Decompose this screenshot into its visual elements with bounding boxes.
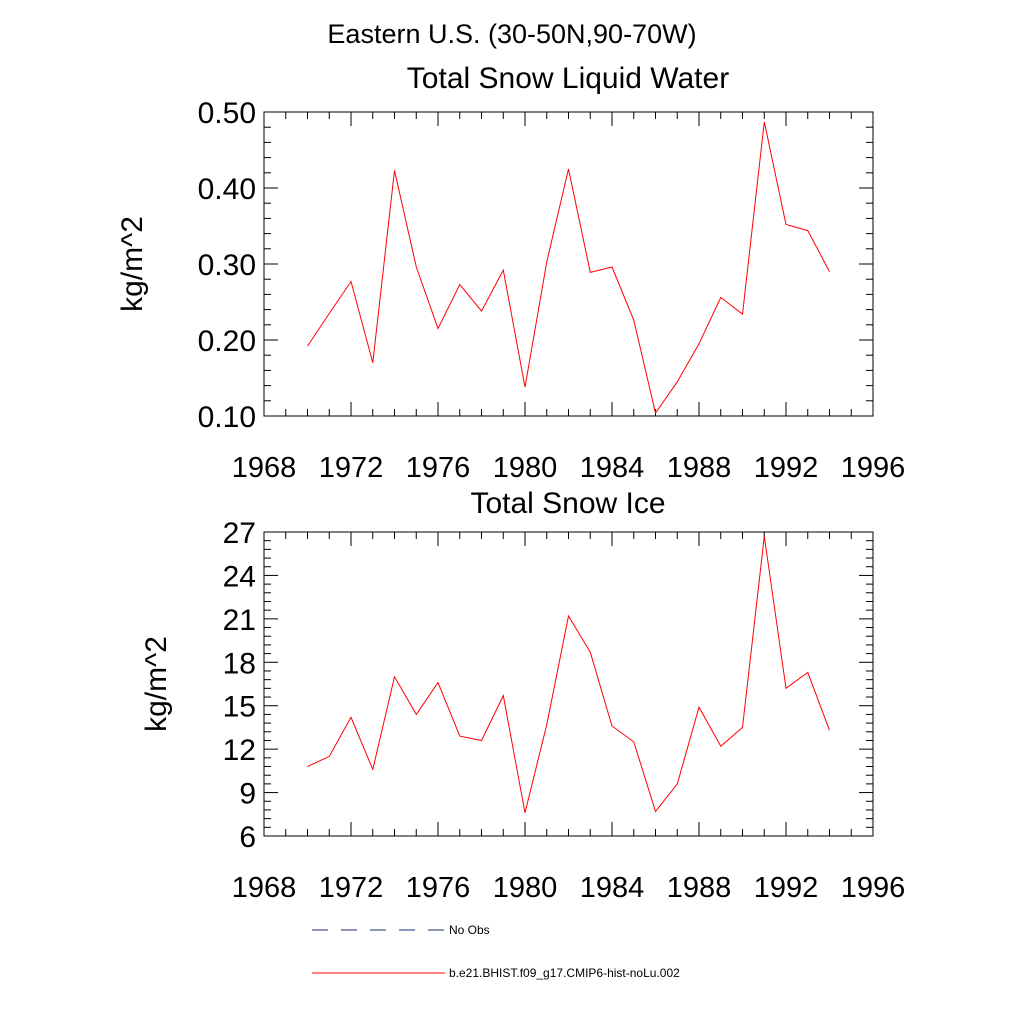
data-point — [328, 312, 331, 315]
data-point — [371, 768, 374, 771]
legend-label-model-run: b.e21.BHIST.f09_g17.CMIP6-hist-noLu.002 — [449, 966, 680, 980]
panel-snow-liquid-water: Total Snow Liquid Water kg/m^2 1968 1972 1… — [116, 62, 905, 484]
data-point — [828, 270, 831, 273]
data-point — [437, 327, 440, 330]
y-tick-label: 27 — [223, 517, 256, 550]
data-point — [393, 675, 396, 678]
data-point — [654, 810, 657, 813]
data-point — [350, 280, 353, 283]
data-point — [567, 168, 570, 171]
plot-frame — [263, 111, 874, 417]
data-point — [785, 687, 788, 690]
data-point — [480, 739, 483, 742]
x-tick-label: 1988 — [667, 872, 732, 904]
data-point — [437, 681, 440, 684]
panel-title: Total Snow Ice — [470, 487, 665, 520]
x-tick-label: 1996 — [841, 872, 906, 904]
y-tick-label: 12 — [223, 734, 256, 767]
data-point — [611, 266, 614, 269]
data-point — [393, 169, 396, 172]
y-tick-label: 0.50 — [198, 97, 256, 130]
y-tick-label: 18 — [223, 647, 256, 680]
legend-label-no-obs: No Obs — [449, 923, 490, 937]
data-point — [328, 755, 331, 758]
data-point — [415, 266, 418, 269]
y-axis-label: kg/m^2 — [116, 216, 149, 312]
panel-title: Total Snow Liquid Water — [407, 62, 729, 95]
x-tick-label: 1984 — [580, 452, 645, 484]
x-tick-label: 1996 — [841, 452, 906, 484]
data-point — [545, 260, 548, 263]
x-tick-label: 1992 — [754, 872, 819, 904]
y-tick-label: 15 — [223, 691, 256, 724]
data-point — [741, 726, 744, 729]
data-point — [502, 694, 505, 697]
data-point — [719, 296, 722, 299]
y-tick-label: 24 — [223, 560, 256, 593]
figure-suptitle: Eastern U.S. (30-50N,90-70W) — [327, 19, 696, 49]
legend: No Obs b.e21.BHIST.f09_g17.CMIP6-hist-no… — [312, 923, 680, 980]
data-point — [524, 386, 527, 389]
data-point — [371, 361, 374, 364]
data-point — [632, 740, 635, 743]
x-tick-label: 1968 — [232, 452, 297, 484]
data-point — [350, 716, 353, 719]
plot-frame — [263, 531, 874, 837]
x-tick-label: 1992 — [754, 452, 819, 484]
data-point — [698, 706, 701, 709]
data-point — [480, 310, 483, 313]
x-tick-label: 1976 — [406, 452, 471, 484]
data-point — [589, 271, 592, 274]
x-tick-label: 1972 — [319, 452, 384, 484]
y-tick-label: 0.30 — [198, 249, 256, 282]
data-point — [458, 283, 461, 286]
data-point — [806, 229, 809, 232]
x-tick-label: 1984 — [580, 872, 645, 904]
data-point — [654, 412, 657, 415]
x-tick-label: 1968 — [232, 872, 297, 904]
data-point — [632, 319, 635, 322]
data-point — [524, 811, 527, 814]
x-tick-label: 1980 — [493, 872, 558, 904]
y-tick-label: 21 — [223, 604, 256, 637]
series-line — [307, 536, 830, 813]
data-point — [306, 765, 309, 768]
data-point — [676, 782, 679, 785]
data-point — [785, 223, 788, 226]
data-point — [806, 671, 809, 674]
data-point — [719, 745, 722, 748]
data-point — [698, 342, 701, 345]
y-axis-label: kg/m^2 — [140, 636, 173, 732]
data-point — [306, 345, 309, 348]
y-tick-label: 9 — [239, 778, 256, 811]
data-point — [676, 380, 679, 383]
y-tick-label: 6 — [239, 821, 256, 854]
panel-snow-ice: Total Snow Ice kg/m^2 1968 1972 1976 1980 19… — [140, 487, 905, 904]
data-point — [502, 269, 505, 272]
data-point — [589, 651, 592, 654]
data-point — [763, 120, 766, 123]
data-point — [545, 723, 548, 726]
data-point — [741, 313, 744, 316]
data-point — [763, 535, 766, 538]
x-tick-label: 1980 — [493, 452, 558, 484]
data-point — [611, 725, 614, 728]
y-tick-label: 0.10 — [198, 401, 256, 434]
data-point — [567, 615, 570, 618]
x-tick-label: 1988 — [667, 452, 732, 484]
series-line — [307, 121, 830, 415]
y-tick-label: 0.20 — [198, 325, 256, 358]
y-tick-label: 0.40 — [198, 173, 256, 206]
x-tick-label: 1976 — [406, 872, 471, 904]
data-point — [458, 735, 461, 738]
x-tick-label: 1972 — [319, 872, 384, 904]
data-point — [828, 729, 831, 732]
data-point — [415, 713, 418, 716]
